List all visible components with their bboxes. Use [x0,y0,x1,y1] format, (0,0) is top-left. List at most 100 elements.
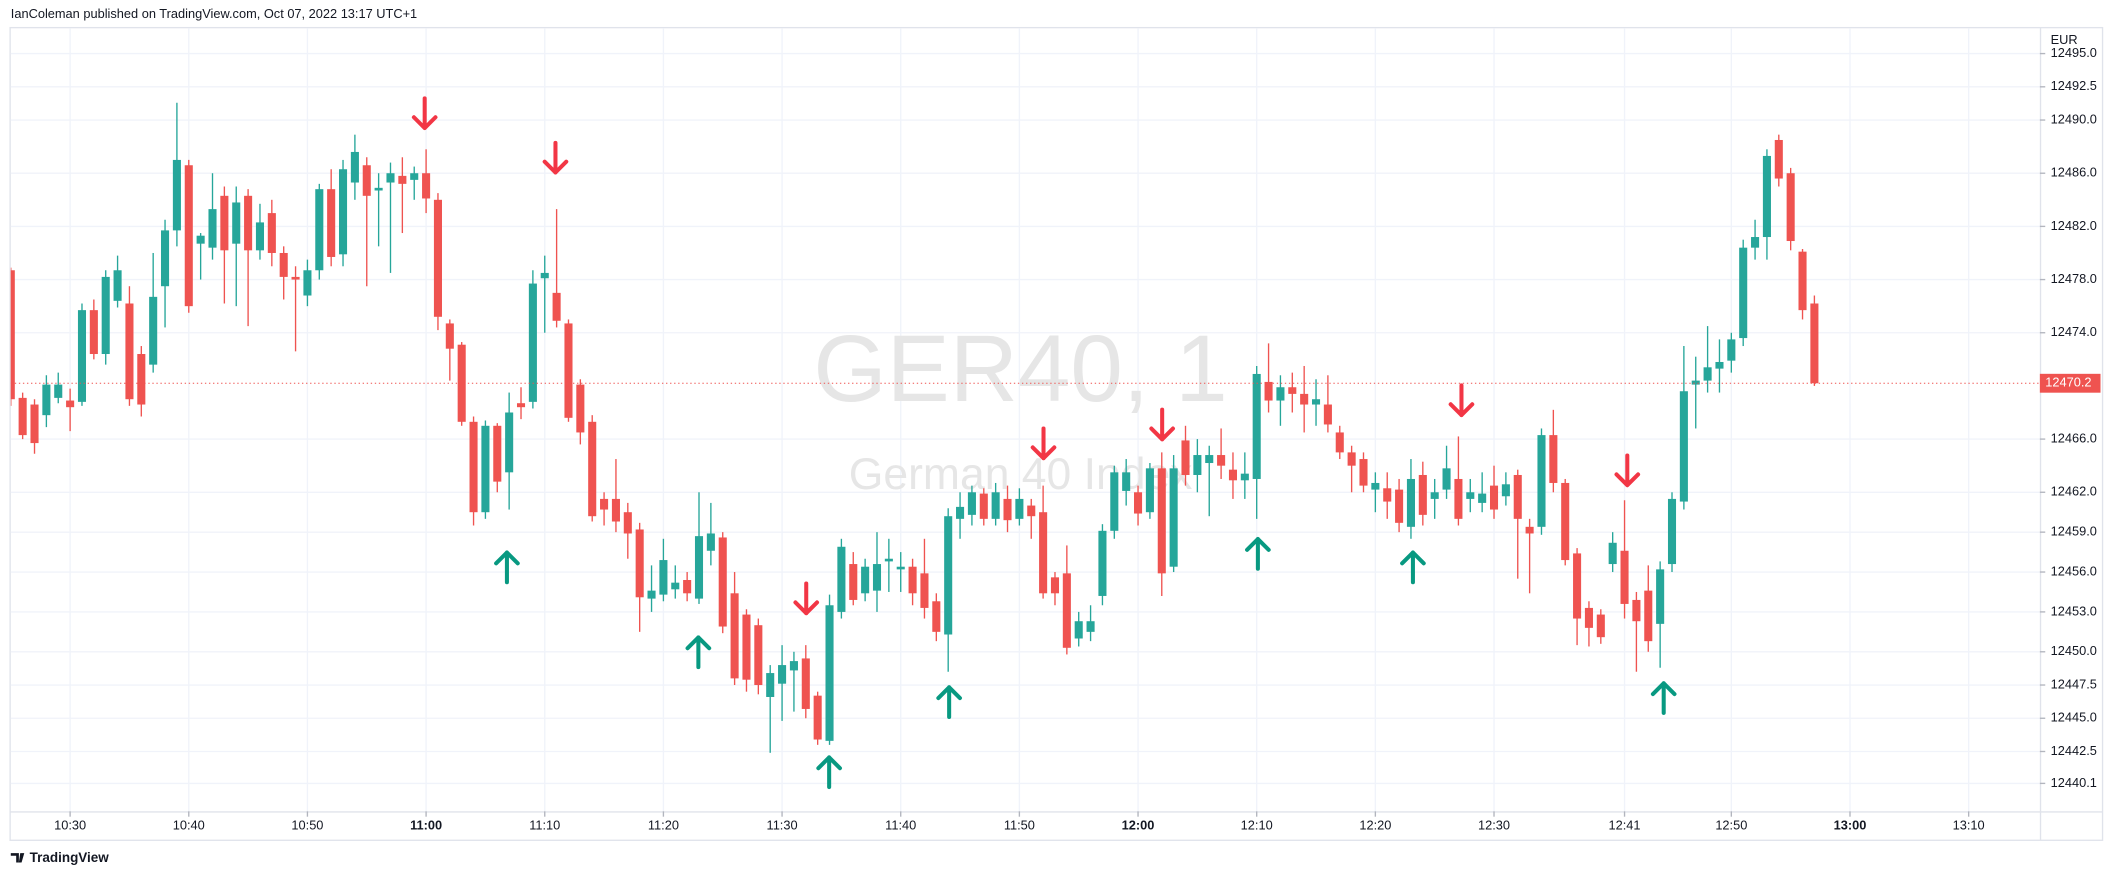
candle-body [89,310,98,355]
candle-body [1015,498,1024,519]
candle-body [1596,614,1605,638]
candle-body [493,425,502,482]
candle-body [10,270,15,400]
candle-body [1323,404,1332,425]
candle-body [1703,367,1712,381]
candle-body [1501,484,1510,497]
candle-body [635,529,644,598]
y-tick-label: 12474.0 [2051,324,2097,339]
candle-body [564,323,573,418]
candle-body [1395,489,1404,523]
candle-body [908,566,917,594]
candle-body [1371,482,1380,490]
signal-arrow-down [411,96,438,131]
signal-arrow-up [936,685,962,719]
y-tick-label: 12462.0 [2051,484,2097,499]
candle-body [398,175,407,184]
y-tick-label: 12466.0 [2051,430,2097,445]
y-tick-label: 12442.5 [2051,743,2097,758]
y-tick-label: 12445.0 [2051,710,2097,725]
candle-body [600,498,609,510]
y-tick-label: 12495.0 [2051,45,2097,60]
candle-body [1608,542,1617,565]
candle-body [303,270,312,296]
watermark-title: GER40, 1 [813,316,1227,421]
candle-body [1181,440,1190,475]
candle-body [255,222,265,251]
candle-body [149,296,158,365]
candle-body [1656,569,1665,624]
candle-body [1774,139,1783,179]
candle-body [1632,599,1641,622]
y-tick-label: 12486.0 [2051,165,2097,180]
candle-body [896,566,905,570]
candle-body [1466,492,1475,499]
candle-body [1003,498,1012,521]
last-price-label: 12470.2 [2045,375,2091,390]
candle-body [244,195,253,251]
candle-body [920,573,929,608]
candle-body [623,512,632,534]
candle-body [1739,247,1748,339]
candle-body [1715,361,1724,369]
publish-header: IanColeman published on TradingView.com,… [11,6,417,21]
x-tick-label: 12:30 [1478,818,1510,833]
candle-body [778,665,787,684]
candle-body [1537,435,1546,527]
y-tick-label: 12453.0 [2051,603,2097,618]
y-tick-label: 12478.0 [2051,271,2097,286]
candle-body [742,614,751,680]
candle-body [1110,472,1119,531]
candle-body [659,560,668,595]
candle-body [694,536,704,599]
x-tick-label: 10:40 [173,818,205,833]
candle-body [718,537,727,627]
candle-body [1359,459,1368,486]
signal-arrow-down [793,581,820,616]
candle-body [1157,468,1166,574]
candle-body [232,202,241,244]
candle-body [315,189,324,271]
candle-body [1169,468,1178,567]
candle-body [1050,577,1060,594]
signal-arrow-up [816,755,842,790]
candle-body [410,173,419,180]
x-tick-label: 13:10 [1953,818,1985,833]
candle-body [1228,469,1238,481]
y-tick-label: 12456.0 [2051,563,2097,578]
candle-body [1478,493,1487,503]
candle-body [754,625,763,686]
candle-body [208,209,217,248]
candle-body [445,323,454,349]
signal-arrow-up [1400,550,1426,585]
signal-arrow-up [1650,681,1677,715]
candle-body [528,283,537,402]
candle-body [386,173,395,183]
candle-body [1383,488,1392,502]
signal-arrow-down [1030,426,1057,461]
candle-body [1762,155,1771,238]
candle-body [884,558,893,562]
candle-body [1300,393,1309,405]
candle-body [588,421,597,517]
candle-body [1454,478,1463,519]
currency-label: EUR [2051,32,2078,47]
candle-body [338,169,348,255]
candle-body [1074,621,1083,639]
x-tick-label: 12:20 [1359,818,1391,833]
candle-body [113,270,122,301]
candle-body [350,151,359,183]
watermark-subtitle: German 40 Index [849,450,1193,499]
candle-body [66,400,75,408]
x-tick-label: 13:00 [1834,818,1867,833]
candle-body [327,189,336,257]
candle-body [457,344,466,422]
plot [10,102,2040,753]
candle-body [1406,478,1415,527]
candle-body [469,421,478,513]
candle-body [979,493,988,519]
candle-body [730,593,739,679]
last-price-box [2039,373,2101,393]
candle-body [1264,381,1273,401]
x-tick-label: 12:41 [1609,818,1641,833]
